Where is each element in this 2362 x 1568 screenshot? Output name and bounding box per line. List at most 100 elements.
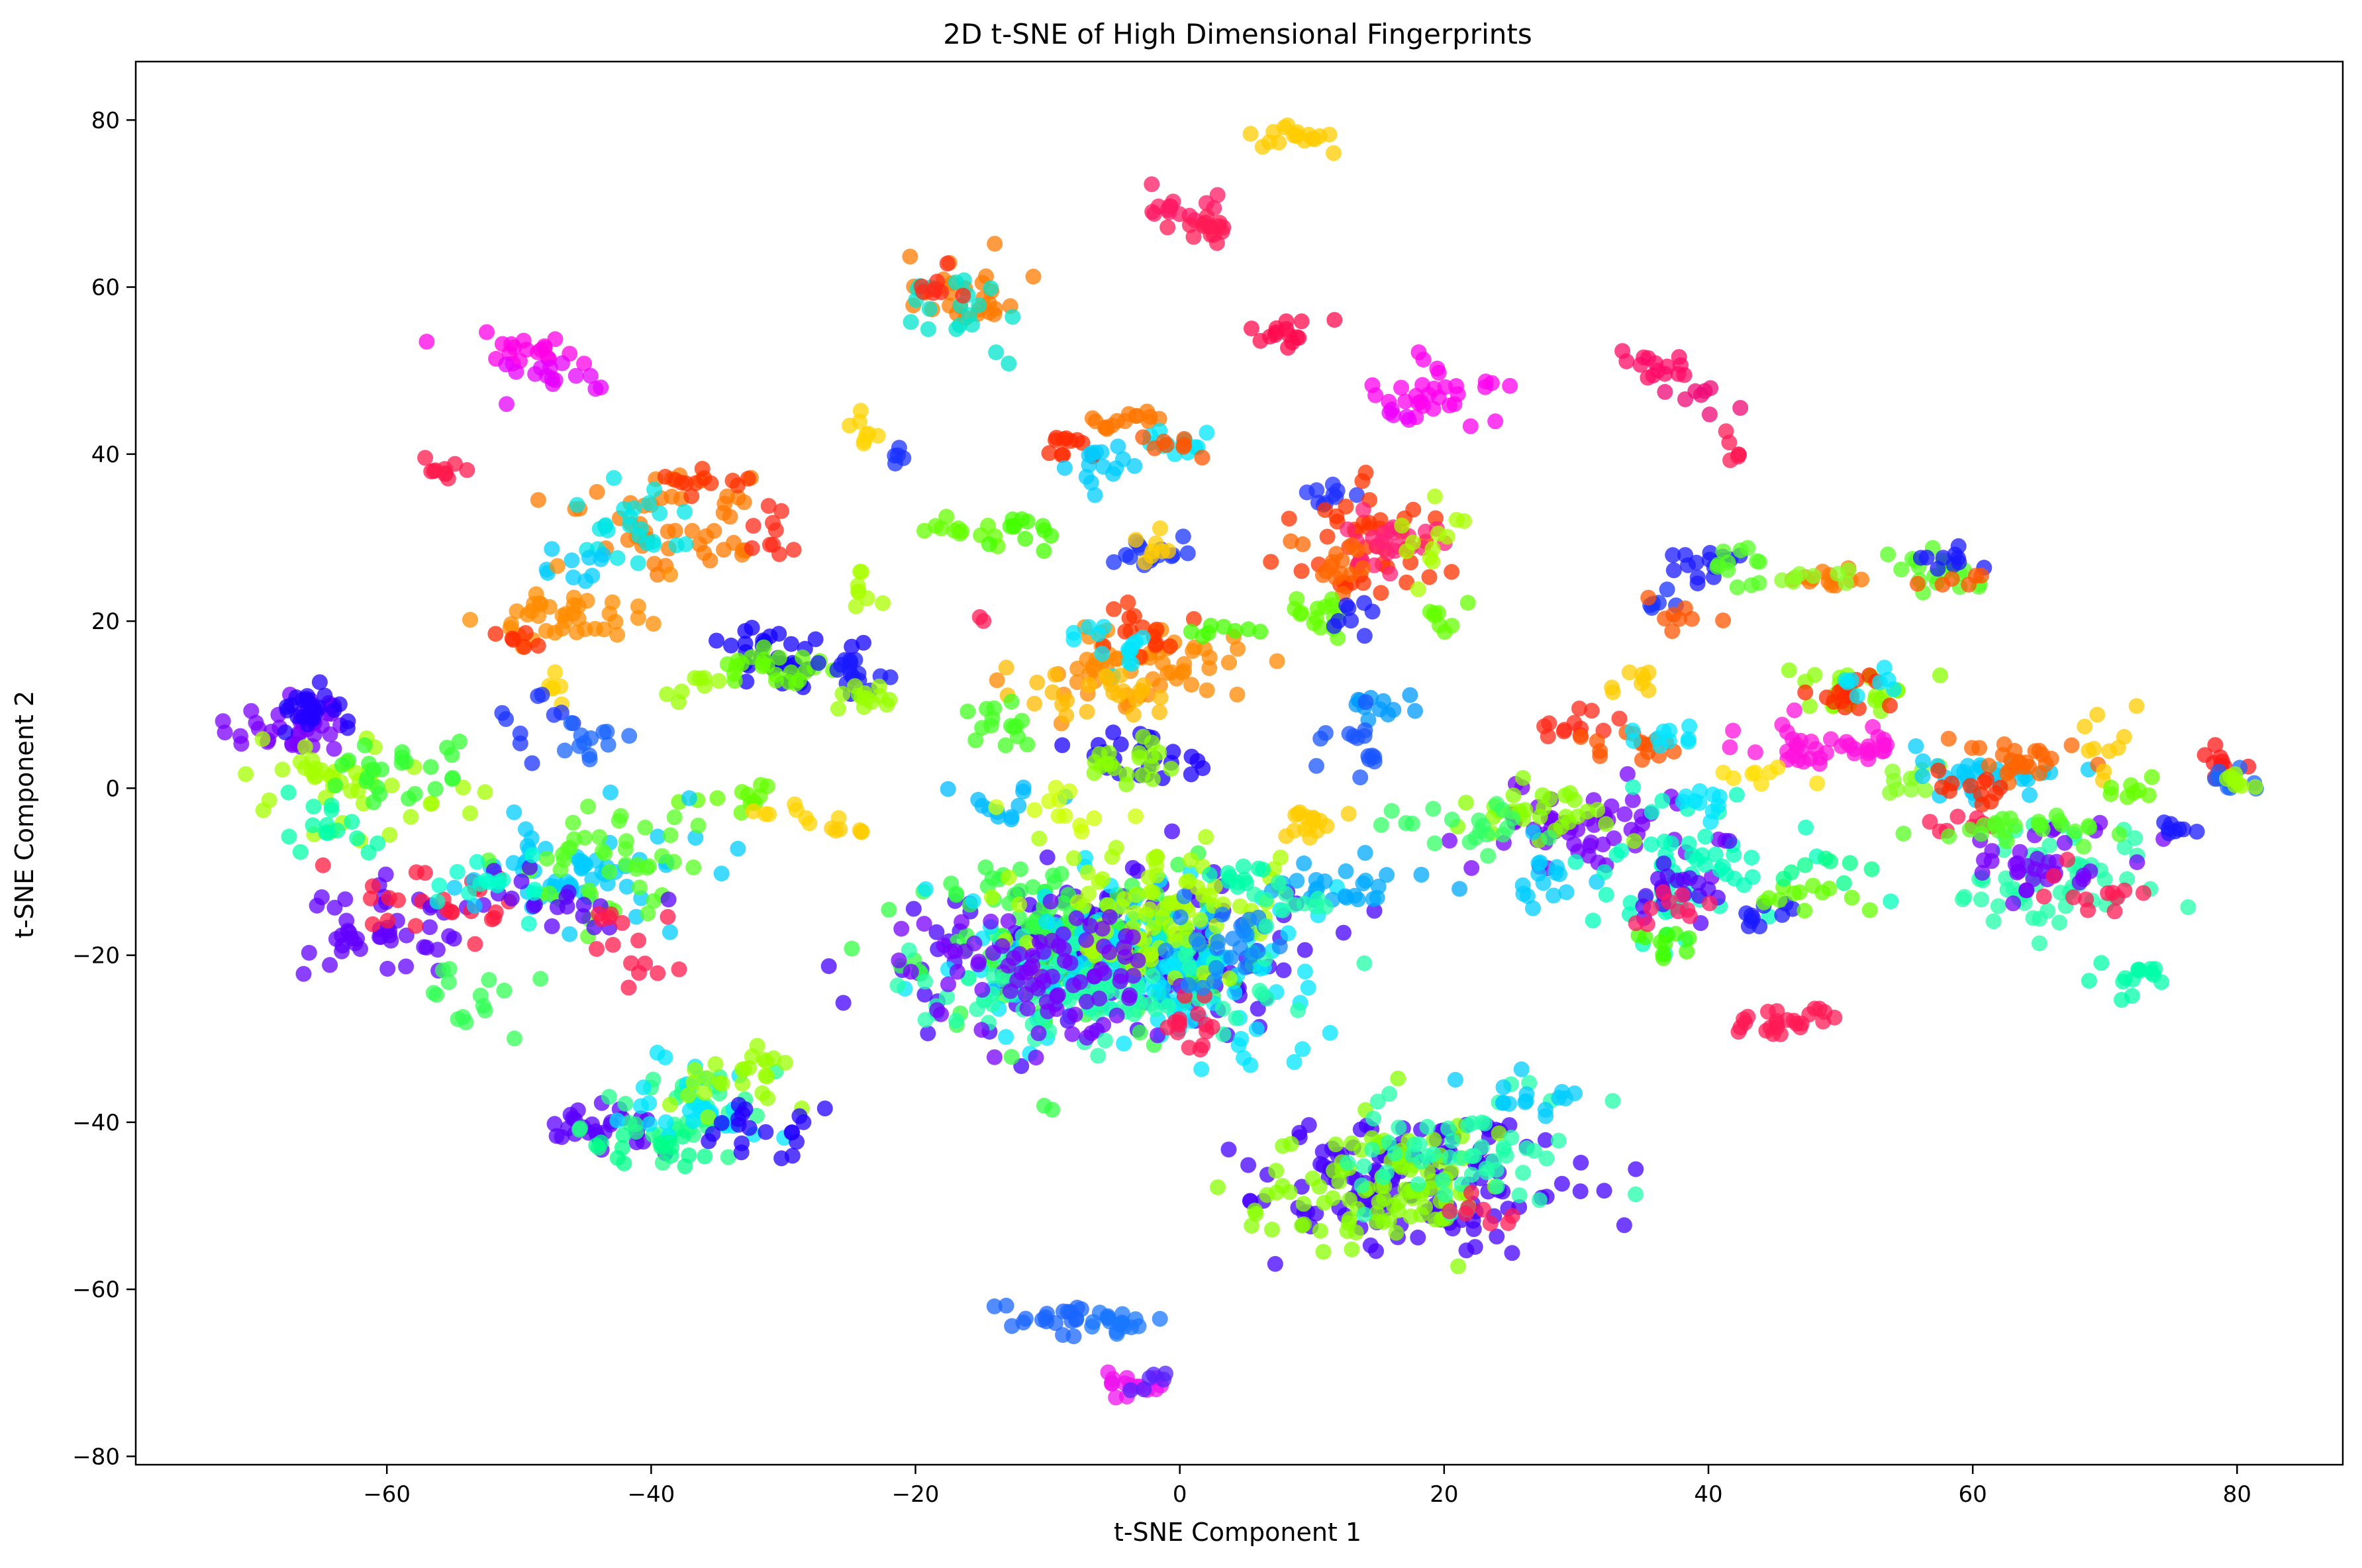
scatter-point bbox=[604, 594, 620, 611]
scatter-point bbox=[1758, 1022, 1775, 1039]
scatter-point bbox=[1683, 611, 1700, 627]
scatter-point bbox=[629, 857, 646, 873]
scatter-point bbox=[920, 1025, 936, 1042]
scatter-point bbox=[1889, 781, 1905, 798]
scatter-point bbox=[1144, 734, 1160, 751]
scatter-point bbox=[1095, 1016, 1112, 1033]
scatter-point bbox=[1471, 812, 1487, 828]
scatter-point bbox=[1340, 805, 1357, 822]
scatter-point bbox=[795, 649, 811, 665]
scatter-point bbox=[1796, 857, 1813, 873]
scatter-point bbox=[673, 683, 690, 700]
scatter-point bbox=[597, 518, 613, 534]
scatter-point bbox=[1375, 693, 1391, 709]
scatter-point bbox=[1596, 864, 1612, 880]
scatter-point bbox=[339, 720, 356, 736]
scatter-point bbox=[1801, 698, 1818, 714]
scatter-point bbox=[1914, 768, 1931, 785]
scatter-point bbox=[1459, 595, 1476, 611]
scatter-point bbox=[1117, 623, 1134, 640]
scatter-point bbox=[609, 550, 626, 566]
scatter-point bbox=[1193, 1061, 1210, 1077]
scatter-point bbox=[1747, 764, 1763, 781]
scatter-point bbox=[1863, 861, 1880, 877]
scatter-point bbox=[1157, 942, 1174, 959]
scatter-point bbox=[948, 1012, 965, 1029]
scatter-point bbox=[428, 987, 445, 1003]
x-tick-label: −60 bbox=[363, 1481, 411, 1508]
scatter-point bbox=[1012, 861, 1028, 877]
scatter-point bbox=[889, 977, 906, 994]
scatter-point bbox=[2082, 863, 2098, 879]
scatter-point bbox=[394, 750, 410, 765]
scatter-point bbox=[498, 710, 515, 727]
scatter-point bbox=[614, 1140, 630, 1156]
scatter-point bbox=[630, 610, 646, 626]
scatter-point bbox=[1229, 686, 1246, 703]
scatter-point bbox=[737, 636, 754, 652]
scatter-point bbox=[446, 930, 462, 947]
scatter-point bbox=[965, 893, 981, 909]
scatter-point bbox=[1677, 547, 1693, 564]
scatter-point bbox=[601, 863, 618, 880]
scatter-point bbox=[301, 944, 317, 961]
scatter-point bbox=[1181, 959, 1198, 975]
scatter-point bbox=[1421, 569, 1438, 585]
scatter-point bbox=[429, 893, 446, 910]
scatter-point bbox=[1038, 1313, 1055, 1330]
scatter-point bbox=[1058, 430, 1075, 446]
scatter-point bbox=[279, 702, 295, 718]
scatter-point bbox=[1632, 356, 1649, 373]
scatter-point bbox=[1011, 897, 1028, 912]
scatter-point bbox=[881, 901, 897, 918]
scatter-point bbox=[630, 598, 646, 614]
scatter-point bbox=[1638, 888, 1654, 905]
scatter-point bbox=[1258, 918, 1275, 934]
scatter-point bbox=[1366, 903, 1383, 919]
scatter-point bbox=[903, 314, 919, 330]
scatter-point bbox=[1338, 499, 1354, 514]
scatter-point bbox=[1293, 563, 1310, 579]
scatter-point bbox=[1120, 594, 1136, 611]
scatter-point bbox=[1538, 1150, 1555, 1167]
scatter-point bbox=[297, 738, 313, 755]
scatter-point bbox=[381, 927, 398, 944]
scatter-point bbox=[1208, 235, 1225, 251]
scatter-point bbox=[554, 355, 570, 371]
scatter-point bbox=[1180, 977, 1197, 993]
scatter-point bbox=[513, 873, 530, 890]
scatter-point bbox=[1082, 918, 1099, 934]
scatter-point bbox=[1031, 830, 1048, 847]
scatter-point bbox=[1195, 1037, 1211, 1054]
scatter-point bbox=[662, 827, 679, 844]
scatter-point bbox=[515, 332, 532, 349]
scatter-point bbox=[1626, 833, 1642, 850]
scatter-point bbox=[2103, 779, 2119, 796]
scatter-point bbox=[1918, 550, 1935, 566]
scatter-point bbox=[1012, 883, 1028, 899]
scatter-point bbox=[1355, 575, 1371, 591]
scatter-point bbox=[1379, 867, 1395, 883]
scatter-point bbox=[961, 307, 977, 323]
scatter-point bbox=[954, 914, 970, 930]
scatter-point bbox=[986, 1298, 1003, 1314]
scatter-point bbox=[2075, 838, 2092, 855]
scatter-point bbox=[1375, 1214, 1391, 1230]
scatter-point bbox=[1806, 667, 1823, 683]
scatter-point bbox=[467, 936, 483, 952]
scatter-point bbox=[758, 1054, 775, 1070]
scatter-point bbox=[1326, 145, 1342, 162]
scatter-point bbox=[1108, 651, 1125, 667]
scatter-point bbox=[1280, 925, 1297, 942]
scatter-point bbox=[1571, 701, 1587, 716]
scatter-point bbox=[2100, 885, 2116, 901]
scatter-point bbox=[685, 1074, 702, 1091]
scatter-point bbox=[326, 702, 342, 718]
scatter-point bbox=[1354, 473, 1371, 489]
scatter-point bbox=[593, 551, 609, 567]
scatter-point bbox=[1680, 731, 1697, 748]
scatter-point bbox=[1355, 875, 1371, 892]
scatter-point bbox=[506, 1030, 522, 1047]
scatter-point bbox=[1149, 867, 1165, 883]
scatter-point bbox=[1796, 903, 1813, 919]
